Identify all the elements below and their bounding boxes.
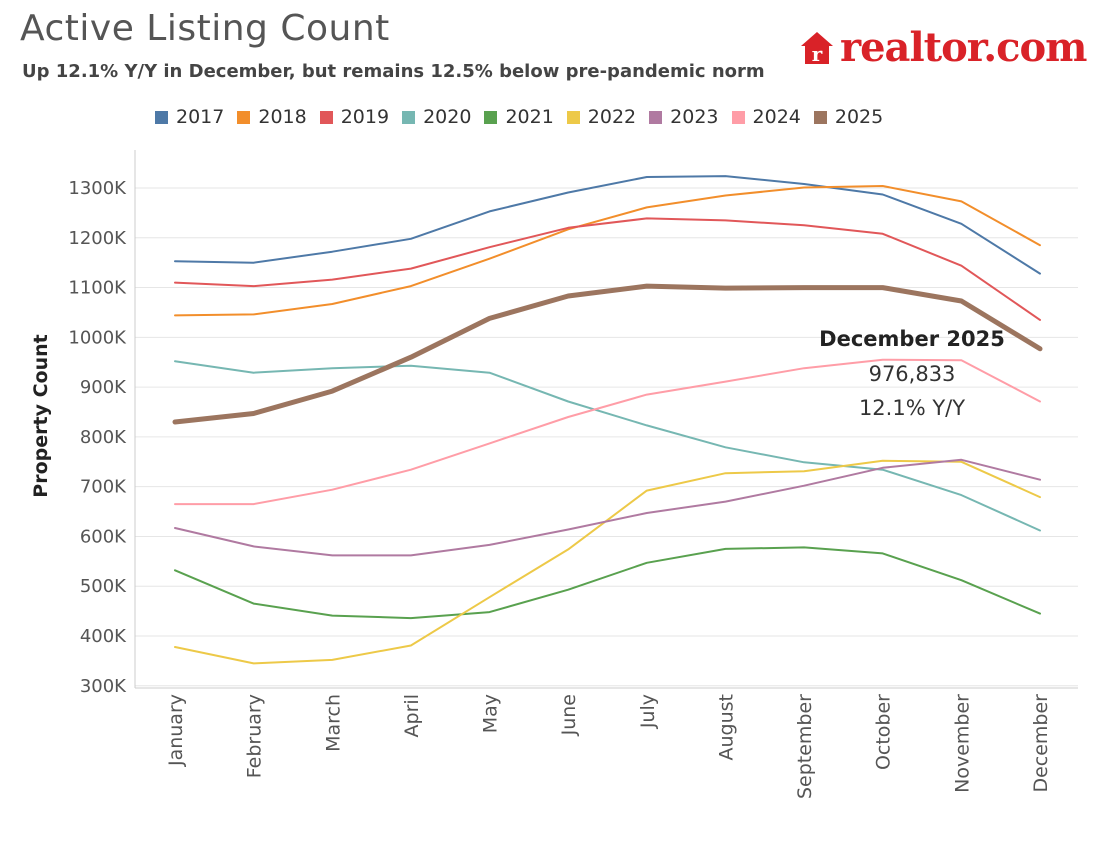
series-line-2022 bbox=[174, 459, 1041, 665]
legend-item-2021: 2021 bbox=[484, 106, 554, 128]
series-line-2017 bbox=[174, 175, 1041, 275]
x-tick-label: October bbox=[873, 694, 895, 770]
legend-swatch bbox=[237, 110, 251, 124]
legend-label: 2023 bbox=[670, 106, 719, 128]
legend-swatch bbox=[731, 110, 745, 124]
logo-mark-letter: r bbox=[812, 42, 823, 66]
legend: 2017 2018 2019 2020 2021 2022 2023 2024 2025 bbox=[155, 106, 896, 128]
y-axis-ticks: 300K 400K 500K 600K 700K 800K 900K 1000K 1100K 12… bbox=[68, 178, 127, 697]
y-tick-label: 1200K bbox=[68, 228, 127, 249]
x-tick-label: March bbox=[322, 694, 344, 752]
y-axis-title: Property Count bbox=[30, 334, 52, 497]
annotation-value: 976,833 bbox=[869, 362, 956, 386]
legend-label: 2018 bbox=[258, 106, 307, 128]
legend-swatch bbox=[813, 110, 827, 124]
x-tick-label: May bbox=[480, 694, 502, 733]
x-tick-label: September bbox=[794, 694, 816, 799]
series-lines bbox=[172, 175, 1043, 665]
series-line-2021 bbox=[174, 546, 1041, 620]
x-tick-label: November bbox=[951, 694, 973, 793]
legend-swatch bbox=[155, 110, 168, 124]
december-2025-annotation: December 2025 976,833 12.1% Y/Y bbox=[819, 327, 1005, 420]
legend-item-2025: 2025 bbox=[813, 106, 884, 128]
chart-title: Active Listing Count bbox=[20, 8, 390, 49]
y-tick-label: 500K bbox=[80, 576, 127, 597]
legend-label: 2019 bbox=[340, 106, 390, 128]
x-axis-ticks: January February March April May June July Augu… bbox=[165, 694, 1052, 799]
legend-label: 2024 bbox=[752, 106, 801, 128]
legend-swatch bbox=[402, 110, 416, 124]
x-tick-label: July bbox=[637, 694, 659, 729]
x-tick-label: December bbox=[1030, 694, 1052, 793]
realtor-logo: r realtor.com bbox=[800, 24, 1087, 71]
logo-text: realtor.com bbox=[840, 24, 1087, 71]
x-tick-label: June bbox=[558, 694, 580, 736]
gridlines bbox=[134, 150, 1078, 689]
legend-label: 2025 bbox=[834, 106, 884, 128]
legend-item-2022: 2022 bbox=[566, 106, 637, 128]
legend-item-2018: 2018 bbox=[237, 106, 307, 128]
legend-swatch bbox=[319, 110, 333, 124]
annotation-change: 12.1% Y/Y bbox=[859, 396, 965, 420]
series-line-2018 bbox=[174, 185, 1041, 317]
series-line-2024 bbox=[174, 358, 1041, 506]
legend-swatch bbox=[484, 110, 498, 124]
y-tick-label: 400K bbox=[80, 626, 127, 647]
y-tick-label: 1300K bbox=[68, 178, 127, 199]
series-line-2020 bbox=[174, 360, 1041, 532]
legend-label: 2020 bbox=[423, 106, 472, 128]
legend-label: 2022 bbox=[587, 106, 637, 128]
legend-swatch bbox=[649, 110, 663, 124]
legend-label: 2017 bbox=[176, 106, 225, 128]
house-logo-icon: r bbox=[801, 32, 833, 66]
y-tick-label: 300K bbox=[80, 676, 127, 697]
legend-item-2020: 2020 bbox=[402, 106, 471, 128]
series-line-2019 bbox=[174, 217, 1041, 321]
series-line-2023 bbox=[174, 458, 1041, 557]
y-tick-label: 800K bbox=[80, 427, 127, 448]
x-tick-label: January bbox=[165, 694, 187, 767]
legend-label: 2021 bbox=[505, 106, 554, 128]
y-tick-label: 900K bbox=[80, 377, 127, 398]
x-tick-label: August bbox=[715, 694, 737, 761]
x-tick-label: February bbox=[244, 694, 266, 778]
chart-subtitle: Up 12.1% Y/Y in December, but remains 12… bbox=[22, 61, 765, 82]
legend-item-2023: 2023 bbox=[649, 106, 719, 128]
y-tick-label: 1100K bbox=[68, 278, 127, 299]
annotation-title: December 2025 bbox=[819, 327, 1005, 351]
y-tick-label: 700K bbox=[80, 477, 127, 498]
y-tick-label: 600K bbox=[80, 526, 127, 547]
legend-swatch bbox=[566, 110, 580, 124]
legend-item-2017: 2017 bbox=[155, 106, 224, 128]
legend-item-2019: 2019 bbox=[319, 106, 390, 128]
legend-item-2024: 2024 bbox=[731, 106, 801, 128]
y-tick-label: 1000K bbox=[68, 327, 127, 348]
x-tick-label: April bbox=[401, 694, 423, 737]
series-line-2025 bbox=[172, 283, 1043, 425]
